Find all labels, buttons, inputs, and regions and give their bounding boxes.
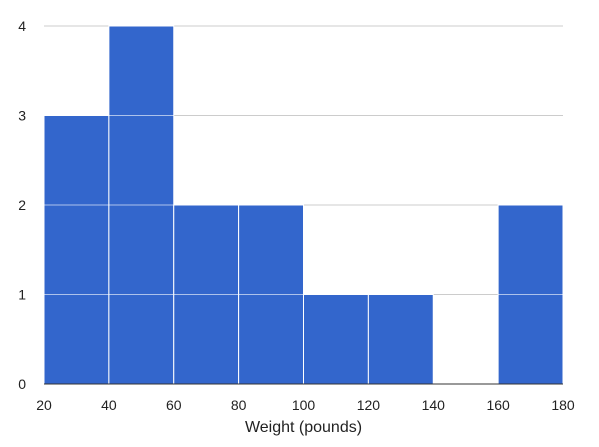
y-tick-label: 1 — [18, 287, 26, 303]
x-axis-title: Weight (pounds) — [245, 419, 362, 436]
histogram-bar-120-140 — [367, 294, 434, 385]
y-tick-label: 0 — [18, 376, 26, 392]
histogram-bar-20-40 — [43, 115, 110, 385]
x-tick-label: 20 — [36, 397, 52, 413]
histogram-bar-100-120 — [303, 294, 369, 385]
x-axis-tick-labels: 20 40 60 80 100 120 140 160 180 — [36, 397, 575, 413]
x-tick-label: 80 — [231, 397, 247, 413]
x-tick-label: 100 — [292, 397, 316, 413]
x-tick-label: 40 — [101, 397, 117, 413]
x-tick-label: 180 — [551, 397, 575, 413]
y-axis-tick-labels: 0 1 2 3 4 — [18, 18, 26, 392]
x-tick-label: 120 — [357, 397, 381, 413]
x-tick-label: 60 — [166, 397, 182, 413]
y-tick-label: 2 — [18, 197, 26, 213]
y-tick-label: 4 — [18, 18, 26, 34]
x-tick-label: 160 — [486, 397, 510, 413]
x-tick-label: 140 — [422, 397, 446, 413]
y-tick-label: 3 — [18, 108, 26, 124]
bar-gridline-overlays — [44, 25, 563, 295]
